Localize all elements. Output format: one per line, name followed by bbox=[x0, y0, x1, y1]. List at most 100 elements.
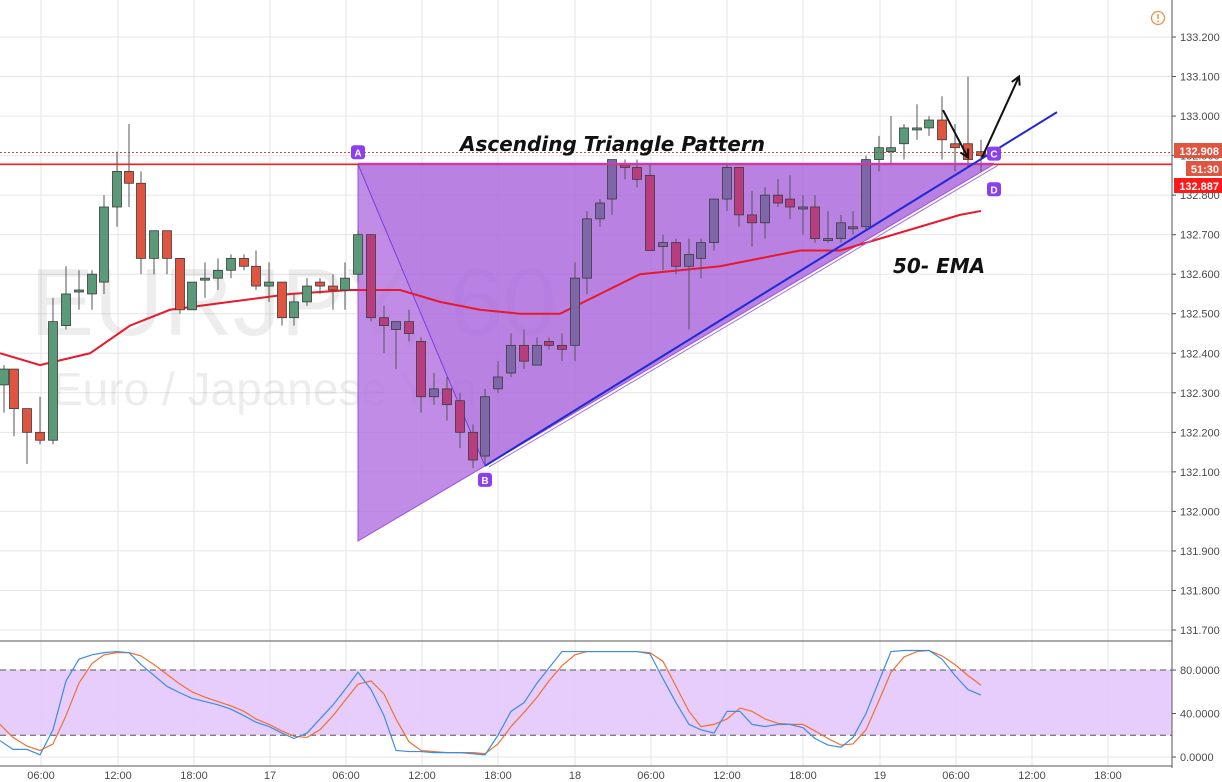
candle bbox=[251, 250, 261, 291]
candle bbox=[468, 424, 478, 468]
time-tick-label: 18 bbox=[569, 770, 581, 782]
point-text: C bbox=[990, 150, 997, 161]
candle bbox=[226, 254, 236, 279]
time-tick-label: 06:00 bbox=[332, 770, 360, 782]
ema50-line bbox=[0, 209, 982, 367]
price-tick-label: 132.600 bbox=[1180, 269, 1220, 281]
candle bbox=[747, 191, 757, 247]
time-axis[interactable]: 06:00 12:00 18:00 17 06:00 12:00 18:00 18 06:00 1… bbox=[27, 770, 1122, 782]
price-tick-label: 132.200 bbox=[1180, 427, 1220, 439]
time-tick-label: 18:00 bbox=[1094, 770, 1122, 782]
candle-body bbox=[175, 257, 185, 311]
candle bbox=[353, 230, 363, 283]
candle-body bbox=[328, 285, 338, 291]
point-text: A bbox=[354, 148, 361, 159]
candle bbox=[798, 195, 808, 235]
price-tag-text: 51:30 bbox=[1191, 164, 1219, 176]
candle bbox=[924, 116, 934, 136]
trendline-parallel[interactable] bbox=[488, 164, 999, 468]
candle-body bbox=[302, 285, 312, 303]
price-tick-label: 131.900 bbox=[1180, 546, 1220, 558]
triangle-pattern[interactable] bbox=[357, 163, 996, 542]
candle bbox=[74, 270, 84, 310]
candle-body bbox=[924, 119, 934, 129]
candle bbox=[570, 262, 580, 362]
pattern-title: Ascending Triangle Pattern bbox=[458, 132, 765, 156]
candle-body bbox=[22, 408, 32, 433]
time-tick-label: 18:00 bbox=[180, 770, 208, 782]
candle-body bbox=[277, 281, 287, 319]
candle bbox=[239, 254, 249, 271]
candle bbox=[136, 171, 146, 275]
candle-body bbox=[136, 182, 146, 259]
candle bbox=[544, 337, 554, 350]
candle bbox=[506, 333, 516, 377]
candle bbox=[976, 139, 986, 172]
candle bbox=[861, 155, 871, 231]
candle bbox=[836, 214, 846, 243]
oscillator-band bbox=[0, 670, 1172, 736]
candle bbox=[519, 329, 529, 370]
price-tick-label: 132.300 bbox=[1180, 388, 1220, 400]
candle-body bbox=[810, 206, 820, 240]
candle bbox=[595, 199, 605, 227]
point-label-d: D bbox=[987, 182, 1001, 197]
candle bbox=[416, 337, 426, 413]
candle bbox=[379, 305, 389, 354]
stochastic-oscillator-pane bbox=[0, 649, 1172, 756]
osc-tick-label: 40.0000 bbox=[1180, 709, 1220, 721]
candle bbox=[35, 396, 45, 445]
candle bbox=[124, 123, 134, 207]
candle bbox=[671, 238, 681, 275]
price-tick-label: 133.100 bbox=[1180, 72, 1220, 84]
point-label-a: A bbox=[351, 145, 365, 160]
candle-body bbox=[557, 344, 567, 350]
candle bbox=[277, 281, 287, 326]
candle-body bbox=[976, 151, 986, 156]
price-tag: 51:30 bbox=[1186, 161, 1222, 176]
candle bbox=[684, 238, 694, 330]
drawing-lines[interactable] bbox=[0, 74, 1172, 468]
candle-body bbox=[595, 202, 605, 220]
point-badge bbox=[478, 472, 492, 487]
price-tick-label: 132.700 bbox=[1180, 230, 1220, 242]
candle bbox=[912, 104, 922, 140]
time-tick-label: 18:00 bbox=[484, 770, 512, 782]
point-badge bbox=[987, 146, 1001, 161]
candle-body bbox=[760, 194, 770, 224]
arrow-line[interactable] bbox=[942, 109, 970, 160]
price-axis[interactable]: 133.200133.100133.000132.900132.800132.7… bbox=[1172, 32, 1220, 637]
arrow-line[interactable] bbox=[981, 74, 1021, 158]
candle-body bbox=[340, 277, 350, 291]
price-tick-label: 132.100 bbox=[1180, 467, 1220, 479]
candle-body bbox=[950, 143, 960, 149]
candle-body bbox=[315, 281, 325, 287]
time-tick-label: 06:00 bbox=[942, 770, 970, 782]
warning-circle-icon[interactable] bbox=[1150, 10, 1166, 26]
candle-body bbox=[671, 242, 681, 267]
arrow-shaft bbox=[981, 76, 1020, 158]
candle bbox=[9, 368, 19, 437]
price-tag-bg bbox=[1174, 143, 1222, 158]
candle-body bbox=[658, 242, 668, 247]
candle bbox=[810, 195, 820, 243]
candle-body bbox=[226, 257, 236, 271]
candle bbox=[532, 337, 542, 366]
oscillator-axis[interactable]: 80.0000 40.0000 0.0000 bbox=[1172, 665, 1220, 764]
candle bbox=[289, 293, 299, 326]
price-tick-label: 133.000 bbox=[1180, 111, 1220, 123]
candle bbox=[582, 210, 592, 294]
ascending-trendline[interactable] bbox=[484, 111, 1058, 467]
price-tag-text: 132.887 bbox=[1179, 181, 1219, 193]
candle-body bbox=[468, 431, 478, 461]
candle bbox=[442, 376, 452, 421]
ema50-path bbox=[0, 209, 982, 367]
candle bbox=[22, 408, 32, 464]
candle bbox=[455, 392, 465, 449]
candle-body bbox=[874, 147, 884, 160]
price-tick-label: 132.400 bbox=[1180, 348, 1220, 360]
candle bbox=[493, 361, 503, 393]
candle bbox=[557, 333, 567, 362]
candle-body bbox=[61, 293, 71, 326]
